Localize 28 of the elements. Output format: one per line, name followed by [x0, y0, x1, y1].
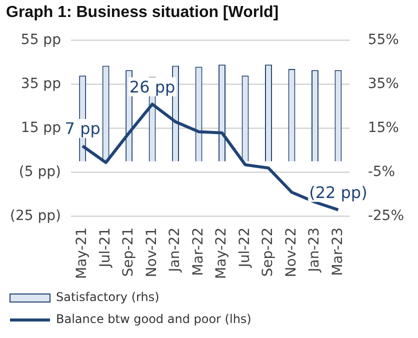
data-label: 7 pp: [64, 119, 100, 138]
x-tick-label: May-21: [74, 227, 90, 280]
y-tick-label: (25 pp): [10, 208, 61, 224]
y2-tick-label: -25%: [368, 208, 404, 224]
chart-title: Graph 1: Business situation [World]: [5, 3, 280, 22]
x-tick-label: Mar-22: [190, 227, 206, 276]
y-tick-label: 55 pp: [20, 32, 62, 48]
x-tick-label: Mar-23: [330, 227, 346, 276]
x-tick-label: Sep-22: [260, 227, 276, 277]
y2-tick-label: 55%: [368, 32, 399, 48]
y2-tick-label: -5%: [368, 164, 396, 180]
legend-label: Satisfactory (rhs): [56, 290, 160, 304]
y2-tick-label: 15%: [368, 120, 399, 136]
y-tick-label: 15 pp: [20, 120, 62, 136]
x-tick-label: Jul-21: [97, 227, 114, 268]
x-tick-label: Jan-22: [167, 227, 184, 273]
legend-label: Balance btw good and poor (lhs): [56, 312, 252, 326]
y-tick-label: 35 pp: [20, 76, 62, 92]
data-label: (22 pp): [309, 182, 368, 202]
x-tick-label: Nov-21: [144, 227, 160, 278]
x-tick-label: Nov-22: [283, 227, 300, 278]
x-tick-label: Jul-22: [236, 227, 253, 268]
x-tick-label: Jan-23: [306, 227, 323, 273]
y-tick-label: (5 pp): [18, 164, 61, 180]
data-label: 26 pp: [129, 77, 176, 96]
y2-tick-label: 35%: [368, 76, 399, 92]
x-tick-label: May-22: [214, 227, 230, 280]
x-tick-label: Sep-21: [120, 227, 137, 277]
